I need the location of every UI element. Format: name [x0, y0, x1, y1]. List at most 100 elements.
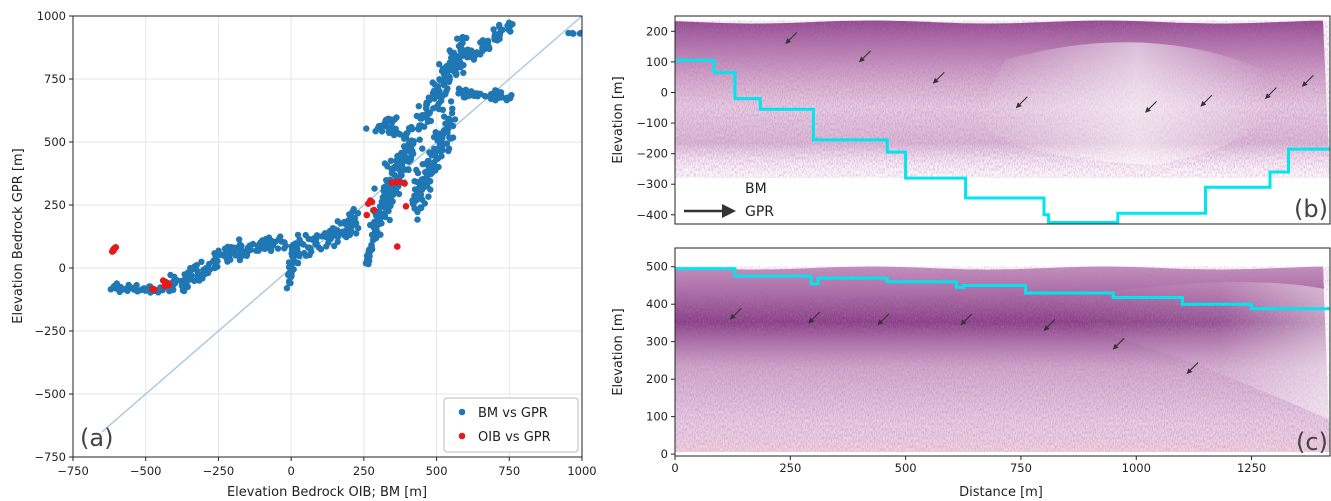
bm-point [441, 113, 448, 120]
bm-point [265, 234, 273, 241]
bm-point [409, 200, 416, 207]
bm-point [450, 65, 457, 73]
bm-point [371, 185, 378, 192]
y-tick-label-b: 100 [646, 55, 668, 69]
gpr-arrow [729, 307, 742, 320]
bm-point [245, 247, 253, 254]
gpr-arrow [1200, 94, 1213, 107]
gpr-arrows-b [785, 32, 1330, 113]
bm-point [411, 192, 418, 199]
bm-point [238, 247, 245, 255]
bm-point [569, 29, 576, 37]
bm-point [289, 246, 296, 253]
bm-point [477, 39, 484, 46]
bm-point [334, 234, 341, 241]
bm-point [341, 232, 348, 239]
bm-point [410, 150, 417, 157]
bm-point [426, 162, 433, 170]
bm-point [381, 160, 389, 167]
gpr-arrow [1145, 100, 1157, 113]
panel-label-c: (c) [1296, 428, 1328, 456]
bm-point [293, 259, 301, 266]
x-tick-label-a: −750 [57, 464, 89, 478]
bm-point [509, 21, 516, 28]
bm-point [381, 204, 388, 211]
bm-point [382, 118, 389, 126]
oib-point [363, 211, 371, 219]
bm-point [167, 271, 174, 279]
bm-point [451, 116, 459, 123]
bm-point [166, 287, 173, 295]
y-axis-label-b: Elevation [m] [611, 76, 626, 163]
legend-marker-oib [458, 432, 466, 440]
bm-point [283, 285, 291, 292]
bm-point [390, 125, 398, 132]
bm-point [236, 256, 244, 264]
gpr-arrows-c [729, 307, 1199, 374]
radargram-bright-zone-c [1055, 282, 1330, 420]
bm-point [576, 30, 582, 37]
bm-point [456, 88, 463, 96]
y-tick-label-a: −250 [34, 324, 66, 338]
bm-point [254, 242, 261, 249]
bm-point [364, 259, 371, 266]
gpr-arrow [785, 32, 798, 44]
ticks-b: 200 100 0 −100 −200 −300 −400 [636, 24, 675, 222]
bm-point [433, 89, 440, 97]
bm-point [188, 266, 195, 273]
legend-marker-bm [458, 408, 466, 416]
x-axis-label-c: Distance [m] [959, 485, 1043, 500]
bm-point [432, 129, 439, 136]
bm-point [137, 286, 145, 294]
x-axis-label-a: Elevation Bedrock OIB; BM [m] [227, 485, 427, 500]
bm-point [212, 253, 219, 260]
bm-point [463, 92, 471, 100]
bm-point [193, 262, 200, 269]
bm-point [485, 44, 493, 51]
y-tick-label-b: −400 [636, 208, 668, 222]
legend-entry-bm: BM vs GPR [478, 406, 548, 421]
bm-point [131, 284, 138, 291]
bm-point [491, 36, 498, 43]
bm-point [395, 153, 403, 160]
bm-point [464, 46, 472, 53]
bm-point [317, 246, 325, 253]
bm-point [444, 77, 451, 85]
bm-point [401, 135, 408, 142]
y-tick-label-b: −300 [636, 177, 668, 191]
bm-point [107, 286, 115, 293]
bm-point [504, 22, 511, 29]
bm-point [365, 248, 373, 255]
legend-entry-oib: OIB vs GPR [478, 430, 551, 445]
bm-point [229, 249, 236, 256]
bm-point [422, 114, 429, 121]
bm-point [329, 232, 336, 239]
bm-point [484, 37, 492, 44]
bm-point [181, 271, 188, 278]
bm-point [479, 45, 486, 52]
bm-point [224, 243, 231, 250]
y-axis-label-a: Elevation Bedrock GPR [m] [11, 148, 26, 323]
bm-point [255, 247, 262, 254]
bm-point [447, 135, 455, 142]
bm-point [377, 210, 385, 218]
oib-point [402, 203, 410, 210]
bm-point [474, 93, 481, 100]
bm-point [420, 182, 428, 189]
y-tick-label-a: 1000 [37, 9, 66, 23]
bm-point [426, 96, 433, 104]
bm-point [442, 120, 449, 127]
bm-point [446, 47, 453, 54]
bm-point [331, 242, 338, 250]
x-tick-label-a: 250 [353, 464, 375, 478]
bm-point [415, 103, 422, 110]
y-tick-label-b: −200 [636, 147, 668, 161]
bm-bedrock-line-b [675, 58, 1330, 224]
oib-point [368, 198, 376, 206]
bm-point [206, 260, 213, 268]
x-tick-label-a: 500 [426, 464, 448, 478]
bm-point [458, 52, 465, 60]
bm-point [390, 131, 398, 139]
bm-point [443, 140, 451, 147]
